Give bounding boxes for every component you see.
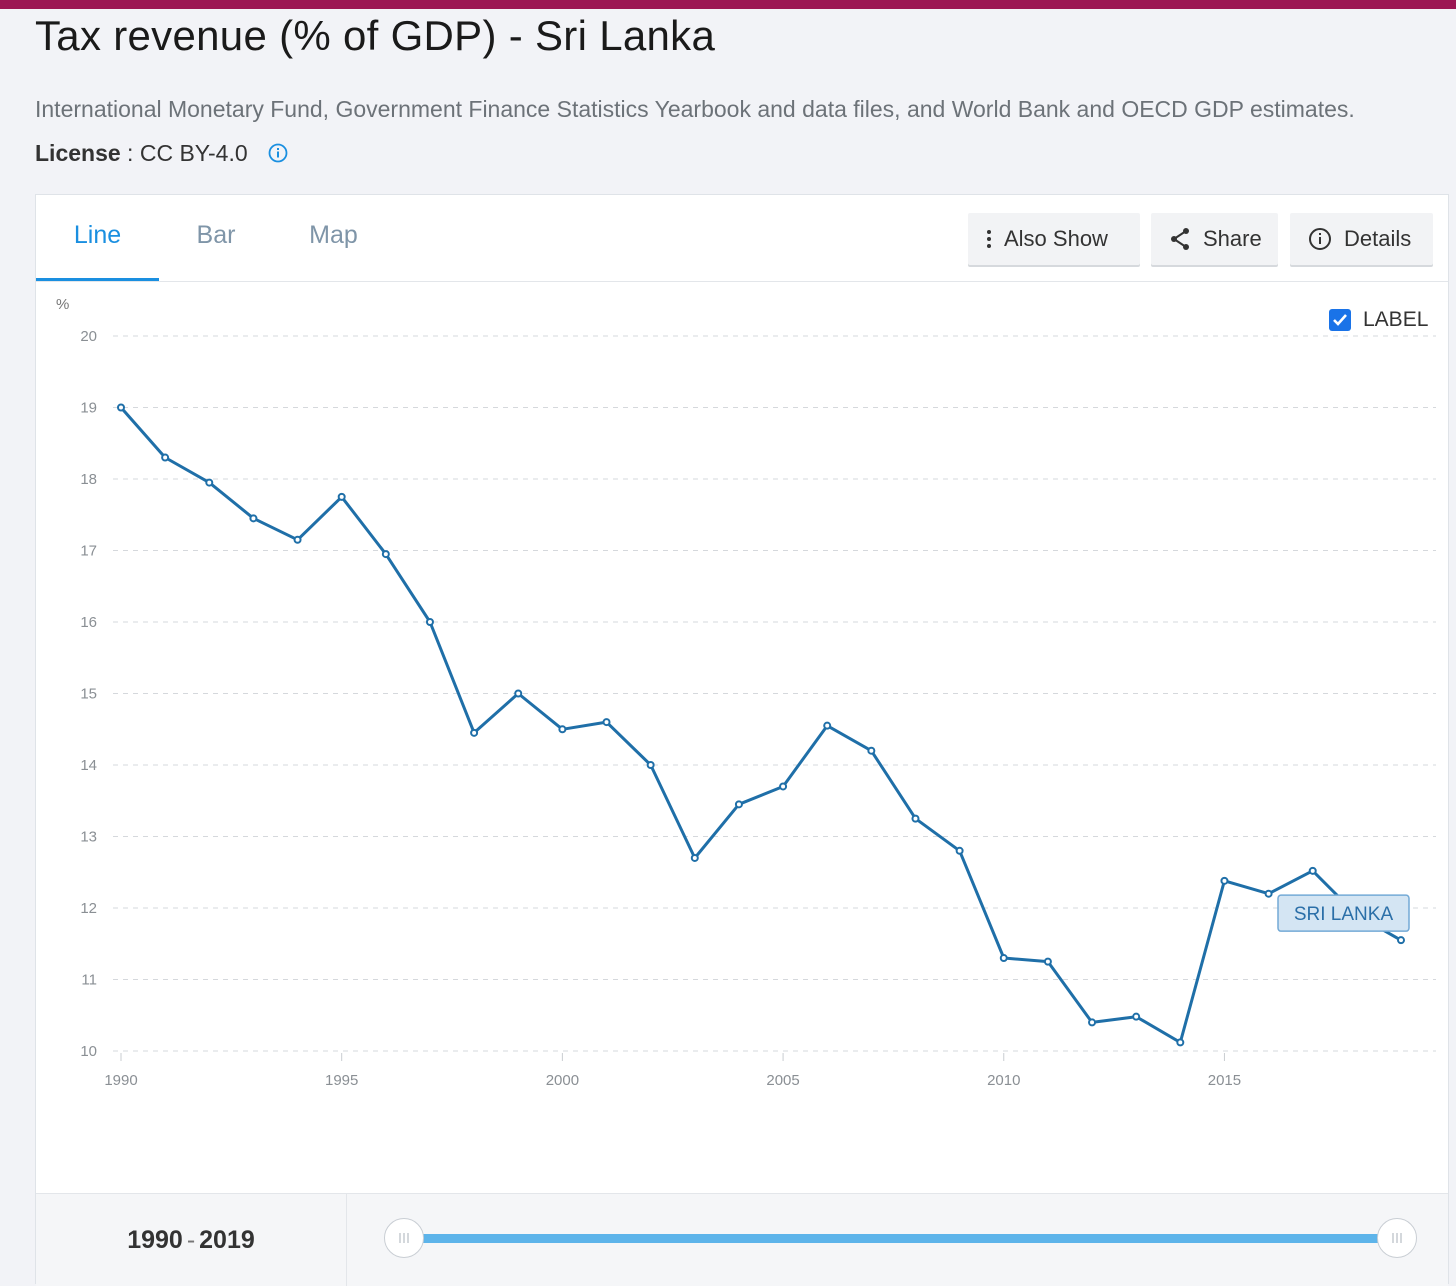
y-axis: 10 11 12 13 14 15 16 17 18 19 20 (80, 328, 97, 1060)
y-tick-label: 17 (80, 543, 97, 560)
y-tick-label: 19 (80, 400, 97, 417)
data-point[interactable] (955, 846, 964, 855)
source-text: International Monetary Fund, Government … (35, 96, 1355, 122)
series-label: SRI LANKA (1294, 904, 1394, 925)
data-point[interactable] (779, 782, 788, 791)
range-end: 2019 (199, 1226, 255, 1254)
data-point[interactable] (999, 954, 1008, 963)
line-chart: 10 11 12 13 14 15 16 17 18 19 20 1990 1995 2000 2005 2… (56, 296, 1436, 1089)
data-point[interactable] (602, 718, 611, 727)
x-tick-label: 2000 (546, 1072, 579, 1089)
range-end-handle[interactable] (1377, 1218, 1417, 1258)
series-label-group: SRI LANKA (1277, 894, 1410, 932)
info-icon[interactable] (268, 142, 288, 169)
data-point[interactable] (558, 725, 567, 734)
details-button[interactable]: Details (1290, 213, 1433, 265)
series-sri-lanka (117, 403, 1405, 1047)
x-axis: 1990 1995 2000 2005 2010 2015 (104, 1053, 1241, 1089)
y-tick-label: 16 (80, 614, 97, 631)
range-slider-track[interactable] (406, 1234, 1396, 1243)
share-button[interactable]: Share (1151, 213, 1278, 265)
data-point[interactable] (205, 478, 214, 487)
license-value: CC BY-4.0 (139, 140, 248, 166)
y-tick-label: 13 (80, 829, 97, 846)
data-point[interactable] (249, 514, 258, 523)
y-tick-label: 20 (80, 328, 97, 345)
data-point[interactable] (293, 535, 302, 544)
data-point[interactable] (1397, 936, 1405, 945)
chart-card: Line Bar Map Also Show Share Details 10 1… (35, 194, 1449, 1286)
page-title: Tax revenue (% of GDP) - Sri Lanka (35, 12, 716, 59)
range-start-handle[interactable] (384, 1218, 424, 1258)
grip-icon (1392, 1233, 1402, 1243)
share-icon (1171, 228, 1189, 250)
tab-line[interactable]: Line (36, 195, 159, 281)
y-tick-label: 18 (80, 471, 97, 488)
data-point[interactable] (117, 403, 125, 412)
data-point[interactable] (1043, 957, 1052, 966)
range-separator: - (186, 1226, 196, 1254)
y-tick-label: 14 (80, 757, 97, 774)
data-point[interactable] (1264, 889, 1273, 898)
data-point[interactable] (823, 721, 832, 730)
grid-lines (113, 335, 1436, 1052)
y-tick-label: 12 (80, 900, 97, 917)
grip-icon (399, 1233, 409, 1243)
series-line (119, 406, 1402, 1044)
chart-tabs: Line Bar Map Also Show Share Details (36, 195, 1448, 282)
also-show-button[interactable]: Also Show (968, 213, 1140, 265)
x-tick-label: 1990 (104, 1072, 137, 1089)
label-toggle[interactable]: LABEL (1329, 308, 1428, 332)
info-circle-icon (1309, 228, 1331, 250)
share-label: Share (1203, 226, 1262, 251)
data-point[interactable] (514, 689, 523, 698)
data-point[interactable] (867, 746, 876, 755)
x-tick-label: 2015 (1208, 1072, 1241, 1089)
brand-top-bar (0, 0, 1456, 9)
label-toggle-text: LABEL (1363, 308, 1429, 331)
x-tick-label: 2005 (766, 1072, 799, 1089)
x-tick-label: 1995 (325, 1072, 358, 1089)
data-point[interactable] (646, 761, 655, 769)
data-point[interactable] (470, 728, 479, 737)
license-separator: : (120, 140, 140, 166)
data-point[interactable] (425, 618, 434, 626)
also-show-label: Also Show (1004, 226, 1108, 251)
data-point[interactable] (1088, 1018, 1097, 1027)
data-point[interactable] (161, 453, 170, 462)
time-range-selector: 1990-2019 (36, 1193, 1448, 1286)
data-point[interactable] (1132, 1012, 1141, 1021)
range-display: 1990-2019 (36, 1194, 347, 1286)
license-label: License (35, 140, 121, 166)
y-axis-unit: % (56, 296, 69, 313)
more-vertical-icon (987, 230, 991, 248)
checkbox-checked-icon[interactable] (1329, 309, 1351, 331)
data-point[interactable] (1176, 1038, 1185, 1047)
data-point[interactable] (1308, 866, 1317, 875)
tab-bar[interactable]: Bar (196, 221, 236, 249)
data-point[interactable] (911, 814, 920, 823)
license-line: License : CC BY-4.0 (35, 140, 288, 169)
x-tick-label: 2010 (987, 1072, 1020, 1089)
details-label: Details (1344, 226, 1412, 251)
tab-map[interactable]: Map (309, 221, 358, 249)
data-point[interactable] (734, 800, 743, 809)
data-point[interactable] (690, 853, 699, 862)
data-point[interactable] (1220, 876, 1229, 885)
y-tick-label: 15 (80, 686, 97, 703)
data-point[interactable] (337, 492, 346, 501)
series-label-box (1277, 894, 1410, 932)
range-start: 1990 (127, 1226, 183, 1254)
y-tick-label: 10 (80, 1043, 97, 1060)
y-tick-label: 11 (81, 972, 97, 989)
data-point[interactable] (381, 550, 390, 559)
